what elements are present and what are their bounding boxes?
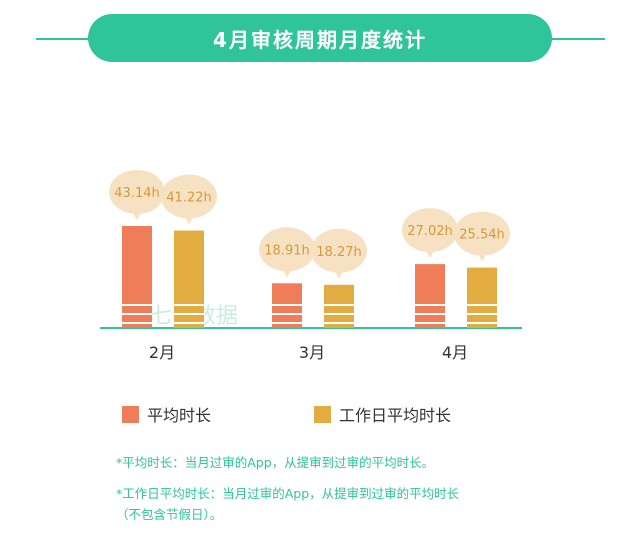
x-tick-label: 4月 <box>442 343 468 362</box>
data-label: 18.91h <box>264 243 309 258</box>
note-avg: *平均时长：当月过审的App，从提审到过审的平均时长。 <box>116 455 435 470</box>
data-label: 43.14h <box>114 186 159 201</box>
title-line-left <box>36 38 96 40</box>
legend-label-workday: 工作日平均时长 <box>339 406 452 425</box>
data-bubble-pointer <box>476 250 488 262</box>
data-label: 18.27h <box>316 245 361 260</box>
data-label: 41.22h <box>166 191 211 206</box>
data-bubble <box>109 170 165 214</box>
title-line-right <box>545 38 605 40</box>
data-bubble <box>161 174 217 219</box>
data-label: 25.54h <box>459 228 504 243</box>
bar-avg-2 <box>415 264 445 328</box>
data-bubble-pointer <box>424 247 436 259</box>
x-tick-label: 2月 <box>149 343 175 362</box>
data-bubble-pointer <box>281 266 293 278</box>
footnotes: *平均时长：当月过审的App，从提审到过审的平均时长。 *工作日平均时长：当月过… <box>116 452 616 525</box>
note-workday-cont: （不包含节假日）。 <box>116 507 223 522</box>
note-workday: *工作日平均时长：当月过审的App，从提审到过审的平均时长 <box>116 486 460 501</box>
bar-workday-1 <box>324 284 354 328</box>
legend-swatch-workday <box>314 405 331 423</box>
legend-swatch-avg <box>122 405 139 423</box>
legend-label-avg: 平均时长 <box>147 406 212 425</box>
legend-item-avg: 平均时长 <box>122 402 211 426</box>
bar-workday-2 <box>467 267 497 328</box>
chart-title: 4月审核周期月度统计 <box>88 14 552 62</box>
data-bubble <box>454 211 510 256</box>
data-bubble <box>402 208 458 253</box>
x-tick-label: 3月 <box>299 343 325 362</box>
data-bubble-pointer <box>333 267 345 279</box>
bar-avg-0 <box>122 226 152 328</box>
data-bubble-pointer <box>183 213 195 225</box>
data-label: 27.02h <box>407 224 452 239</box>
data-bubble-pointer <box>131 209 143 220</box>
data-bubble <box>259 227 315 272</box>
data-bubble <box>311 228 367 273</box>
bar-workday-0 <box>174 230 204 328</box>
title-banner: 4月审核周期月度统计 <box>0 0 640 80</box>
legend-item-workday: 工作日平均时长 <box>314 402 451 426</box>
bar-chart: 七麦数据43.14h41.22h2月18.91h18.27h3月27.02h25… <box>100 170 522 362</box>
